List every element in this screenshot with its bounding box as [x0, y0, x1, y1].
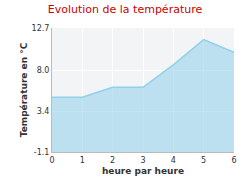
svg-text:5: 5	[201, 156, 206, 165]
svg-text:heure par heure: heure par heure	[102, 166, 184, 176]
svg-text:Evolution de la température: Evolution de la température	[48, 3, 203, 16]
svg-text:8.0: 8.0	[37, 66, 50, 75]
svg-text:Température en °C: Température en °C	[19, 42, 29, 137]
svg-text:0: 0	[49, 156, 54, 165]
svg-text:3.4: 3.4	[37, 107, 50, 116]
svg-text:3: 3	[140, 156, 145, 165]
svg-text:-1.1: -1.1	[34, 148, 50, 157]
svg-text:4: 4	[171, 156, 176, 165]
svg-text:1: 1	[80, 156, 85, 165]
svg-text:2: 2	[110, 156, 115, 165]
svg-text:6: 6	[231, 156, 236, 165]
svg-text:12.7: 12.7	[32, 24, 50, 33]
